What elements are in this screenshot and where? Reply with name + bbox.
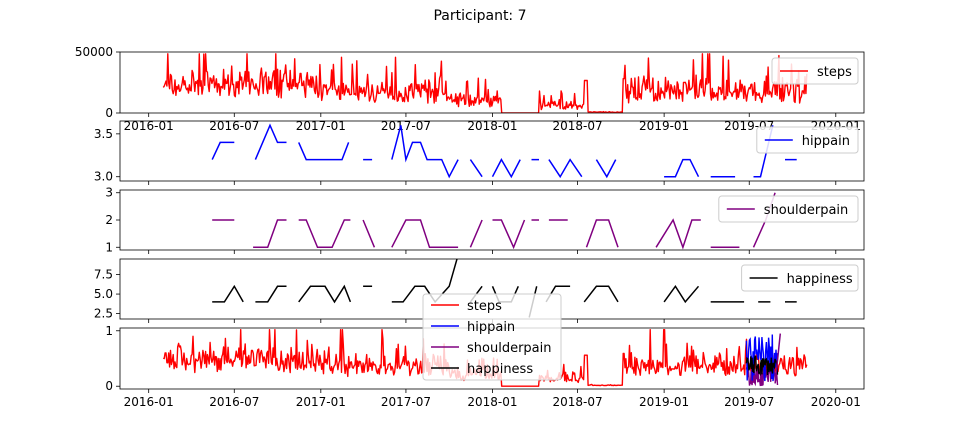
series-line [162,53,808,113]
y-tick-label: 5.0 [94,287,113,301]
x-tick-label: 2019-07 [724,395,774,409]
legend-label: steps [467,299,502,314]
x-tick-label: 2018-01 [467,395,517,409]
y-tick-label: 50000 [75,45,113,59]
legend-combined: steps hippain shoulderpain happiness [422,293,562,381]
legend-frame [718,195,859,223]
legend-label: steps [817,65,852,80]
plot-area-1 [162,53,808,113]
legend-label: hippain [467,320,515,335]
x-tick-label: 2018-07 [553,119,603,133]
legend-label: hippain [802,134,850,149]
legend-frame [422,293,562,381]
x-tick-label: 2018-07 [553,395,603,409]
legend-label: shoulderpain [467,341,551,356]
x-tick-label: 2019-01 [639,119,689,133]
x-tick-label: 2020-01 [811,395,861,409]
y-tick-label: 2 [105,213,113,227]
legend-frame [756,126,859,154]
y-tick-label: 3 [105,186,113,200]
y-tick-label: 7.5 [94,268,113,282]
y-tick-label: 1 [105,240,113,254]
panel-3: 1 2 3 shoulderpain [105,186,865,254]
y-tick-label: 3.5 [94,127,113,141]
y-tick-label: 2.5 [94,307,113,321]
x-tick-label: 2017-07 [381,395,431,409]
legend-frame [771,57,859,85]
legend-label: happiness [467,362,533,377]
axes-frame [119,51,865,114]
y-tick-label: 0 [105,106,113,120]
x-tick-label: 2016-01 [124,119,174,133]
x-tick-label: 2016-07 [209,119,259,133]
figure-title: Participant: 7 [433,8,526,24]
x-tick-label: 2016-07 [209,395,259,409]
x-tick-label: 2017-01 [296,119,346,133]
series-line [745,355,779,377]
plot-area-2 [211,123,797,179]
axes-frame [119,120,865,182]
series-line [211,123,797,179]
legend-label: shoulderpain [764,203,848,218]
x-tick-label: 2017-07 [381,119,431,133]
x-tick-label: 2018-01 [467,119,517,133]
x-tick-label: 2019-01 [639,395,689,409]
legend: hippain [756,126,859,154]
panel-2: 3.0 3.5 hippain [94,120,865,185]
x-tick-label: 2017-01 [296,395,346,409]
legend: steps [771,57,859,85]
legend-label: happiness [787,272,853,287]
x-tick-label: 2016-01 [124,395,174,409]
series-line [774,333,782,384]
legend: happiness [741,264,859,292]
y-tick-label: 1 [105,324,113,338]
y-tick-label: 3.0 [94,170,113,184]
panel-4: 2.5 5.0 7.5 happiness [94,258,865,323]
legend: shoulderpain [718,195,859,223]
legend-frame [741,264,859,292]
y-tick-label: 0 [105,379,113,393]
plot-area-3 [212,192,776,250]
series-line [212,192,776,250]
